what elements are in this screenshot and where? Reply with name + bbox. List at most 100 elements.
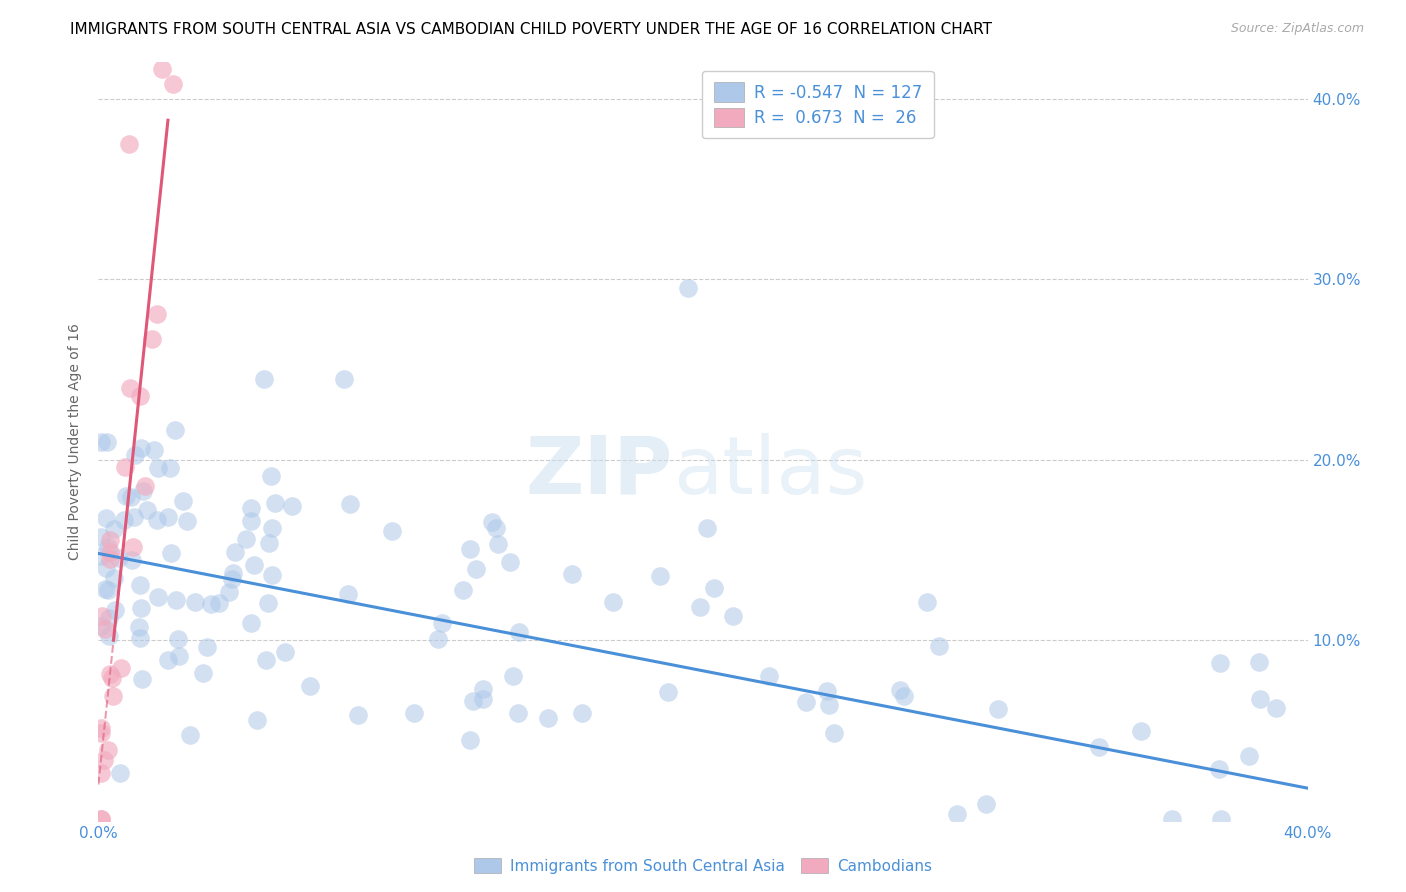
Point: [432, 615, 454, 630]
Point: [259, 469, 281, 483]
Point: [485, 520, 508, 534]
Point: [166, 632, 188, 647]
Point: [458, 732, 481, 747]
Point: [141, 332, 163, 346]
Point: [115, 490, 138, 504]
Point: [129, 631, 152, 645]
Point: [146, 590, 169, 604]
Point: [463, 694, 485, 708]
Point: [1249, 691, 1271, 706]
Point: [1209, 656, 1232, 670]
Point: [134, 479, 156, 493]
Point: [90, 618, 112, 632]
Point: [193, 666, 215, 681]
Point: [537, 711, 560, 725]
Point: [243, 558, 266, 573]
Legend: Immigrants from South Central Asia, Cambodians: Immigrants from South Central Asia, Camb…: [468, 852, 938, 880]
Point: [94, 622, 117, 636]
Point: [246, 713, 269, 727]
Point: [131, 672, 153, 686]
Point: [486, 537, 509, 551]
Point: [561, 567, 583, 582]
Point: [90, 812, 112, 826]
Point: [195, 640, 218, 654]
Point: [176, 514, 198, 528]
Point: [481, 515, 503, 529]
Point: [915, 595, 938, 609]
Point: [221, 572, 243, 586]
Point: [94, 561, 117, 575]
Point: [150, 62, 173, 77]
Point: [124, 448, 146, 462]
Point: [1208, 762, 1230, 776]
Point: [208, 596, 231, 610]
Point: [235, 533, 257, 547]
Point: [163, 423, 186, 437]
Point: [132, 484, 155, 499]
Point: [240, 616, 263, 631]
Point: [96, 540, 118, 554]
Point: [402, 706, 425, 721]
Point: [98, 533, 121, 547]
Point: [157, 653, 180, 667]
Point: [98, 551, 121, 566]
Point: [273, 645, 295, 659]
Point: [103, 522, 125, 536]
Point: [98, 629, 121, 643]
Point: [90, 765, 112, 780]
Point: [108, 551, 131, 566]
Point: [508, 624, 530, 639]
Text: ZIP: ZIP: [526, 433, 672, 511]
Point: [262, 520, 284, 534]
Point: [721, 609, 744, 624]
Point: [1209, 812, 1232, 826]
Point: [101, 672, 124, 686]
Point: [257, 536, 280, 550]
Point: [129, 389, 152, 403]
Point: [143, 443, 166, 458]
Point: [101, 690, 124, 704]
Point: [222, 566, 245, 581]
Point: [118, 381, 141, 395]
Point: [148, 461, 170, 475]
Point: [136, 503, 159, 517]
Point: [381, 524, 404, 538]
Point: [451, 582, 474, 597]
Point: [257, 596, 280, 610]
Text: Source: ZipAtlas.com: Source: ZipAtlas.com: [1230, 22, 1364, 36]
Point: [103, 570, 125, 584]
Point: [93, 753, 115, 767]
Point: [823, 726, 845, 740]
Point: [987, 702, 1010, 716]
Point: [97, 611, 120, 625]
Point: [254, 653, 277, 667]
Point: [131, 601, 153, 615]
Point: [156, 509, 179, 524]
Point: [815, 683, 838, 698]
Point: [264, 496, 287, 510]
Point: [260, 568, 283, 582]
Point: [122, 541, 145, 555]
Text: IMMIGRANTS FROM SOUTH CENTRAL ASIA VS CAMBODIAN CHILD POVERTY UNDER THE AGE OF 1: IMMIGRANTS FROM SOUTH CENTRAL ASIA VS CA…: [70, 22, 993, 37]
Point: [657, 685, 679, 699]
Point: [146, 307, 169, 321]
Text: atlas: atlas: [672, 433, 868, 511]
Legend: R = -0.547  N = 127, R =  0.673  N =  26: R = -0.547 N = 127, R = 0.673 N = 26: [702, 70, 934, 138]
Point: [224, 545, 246, 559]
Point: [179, 728, 201, 742]
Point: [110, 661, 132, 675]
Point: [239, 501, 262, 516]
Point: [1160, 812, 1182, 826]
Point: [689, 600, 711, 615]
Y-axis label: Child Poverty Under the Age of 16: Child Poverty Under the Age of 16: [69, 323, 83, 560]
Point: [122, 509, 145, 524]
Point: [281, 499, 304, 513]
Point: [129, 441, 152, 455]
Point: [96, 435, 118, 450]
Point: [120, 490, 142, 504]
Point: [159, 461, 181, 475]
Point: [160, 546, 183, 560]
Point: [97, 743, 120, 757]
Point: [184, 595, 207, 609]
Point: [1247, 655, 1270, 669]
